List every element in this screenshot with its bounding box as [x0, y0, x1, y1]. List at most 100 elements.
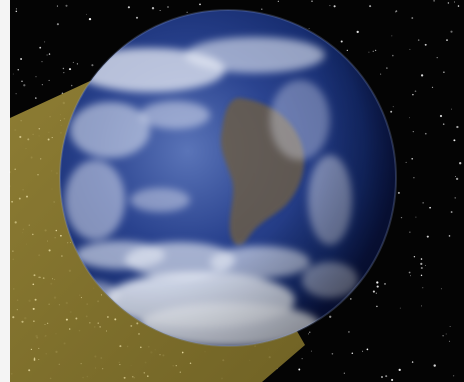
- star: [425, 264, 426, 266]
- star: [380, 375, 384, 379]
- star: [391, 378, 394, 382]
- beam-speck: [138, 332, 140, 335]
- star: [15, 8, 17, 10]
- star: [308, 28, 310, 29]
- star: [395, 11, 397, 13]
- beam-speck: [18, 197, 21, 200]
- star: [391, 35, 393, 37]
- star: [309, 331, 311, 333]
- beam-speck: [38, 347, 40, 349]
- beam-speck: [107, 316, 109, 318]
- beam-speck: [140, 346, 142, 349]
- beam-speck: [55, 229, 58, 232]
- star: [72, 61, 74, 63]
- beam-speck: [16, 309, 18, 311]
- star: [340, 40, 343, 43]
- star: [424, 132, 427, 135]
- star: [127, 6, 130, 9]
- star: [456, 125, 459, 129]
- star: [392, 54, 394, 57]
- star: [439, 114, 443, 118]
- star: [412, 93, 414, 96]
- star: [433, 0, 435, 2]
- star: [351, 352, 354, 354]
- beam-speck: [181, 351, 184, 354]
- beam-speck: [75, 317, 78, 320]
- star: [159, 10, 161, 11]
- star: [167, 6, 169, 8]
- star: [411, 361, 414, 363]
- beam-speck: [48, 249, 51, 252]
- star: [277, 0, 279, 2]
- star: [414, 90, 417, 92]
- beam-speck: [143, 372, 146, 374]
- beam-speckles: [11, 119, 192, 379]
- star: [411, 17, 414, 19]
- beam-speck: [12, 250, 14, 252]
- beam-speck: [30, 348, 33, 351]
- star: [331, 353, 334, 355]
- star: [333, 5, 336, 8]
- star: [48, 79, 50, 81]
- star: [397, 191, 400, 194]
- beam-speck: [147, 375, 149, 377]
- star: [329, 315, 332, 318]
- beam-speck: [28, 224, 30, 226]
- earth-globe: [59, 9, 397, 347]
- beam-speck: [40, 158, 42, 160]
- star: [35, 97, 37, 99]
- star: [261, 8, 263, 10]
- beam-speck: [80, 363, 82, 365]
- star: [311, 0, 313, 2]
- star: [448, 235, 451, 237]
- star: [457, 5, 460, 7]
- star: [41, 61, 43, 63]
- star: [405, 161, 407, 163]
- star: [369, 5, 372, 8]
- star: [454, 197, 456, 199]
- star: [375, 292, 377, 294]
- star: [410, 275, 412, 277]
- star: [44, 41, 46, 43]
- beam-speck: [97, 322, 99, 324]
- beam-speck: [100, 294, 103, 296]
- star: [453, 139, 456, 142]
- star: [65, 4, 68, 7]
- star: [420, 74, 424, 77]
- beam-speck: [21, 320, 24, 323]
- beam-speck: [119, 364, 121, 366]
- beam-speck: [11, 200, 13, 203]
- beam-speck: [80, 297, 82, 299]
- star: [20, 58, 23, 60]
- star: [420, 274, 423, 277]
- beam-speck: [33, 274, 36, 277]
- beam-speck: [32, 307, 35, 310]
- star: [400, 216, 403, 219]
- star: [151, 7, 155, 10]
- star: [390, 110, 393, 113]
- star: [450, 30, 453, 33]
- star: [454, 176, 456, 177]
- star: [199, 3, 201, 6]
- beam-speck: [40, 276, 42, 278]
- star: [421, 305, 422, 307]
- star: [46, 54, 48, 56]
- star: [446, 39, 448, 41]
- star: [424, 43, 427, 46]
- star: [409, 48, 411, 50]
- star: [429, 206, 431, 209]
- beam-speck: [37, 174, 39, 176]
- beam-speck: [114, 318, 117, 321]
- star: [420, 262, 423, 265]
- beam-speck: [34, 298, 37, 301]
- star: [135, 16, 139, 19]
- star: [298, 368, 301, 371]
- star: [62, 67, 65, 70]
- star: [412, 131, 414, 133]
- globe-limb: [59, 9, 397, 347]
- star: [368, 51, 370, 53]
- beam-speck: [26, 195, 28, 198]
- beam-speck: [68, 328, 71, 330]
